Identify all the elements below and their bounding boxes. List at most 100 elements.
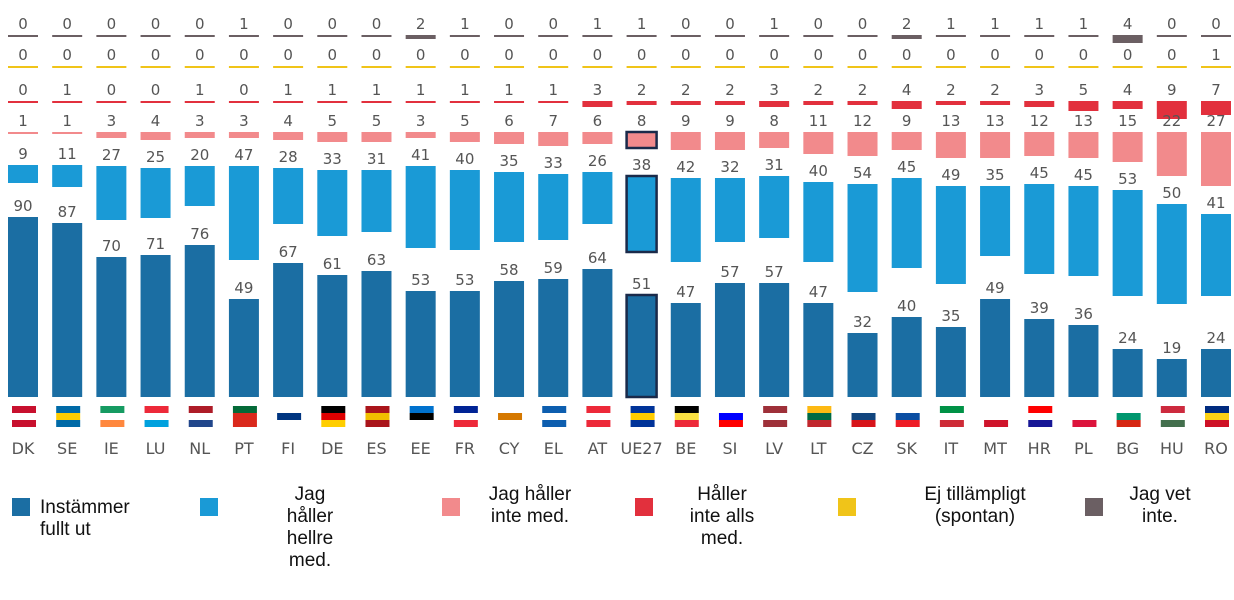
bar-segment	[803, 182, 834, 262]
bar-segment	[1024, 101, 1055, 107]
data-label: 70	[102, 237, 121, 255]
data-label: 2	[681, 81, 691, 99]
data-label: 0	[1123, 46, 1133, 64]
data-label: 50	[1162, 184, 1181, 202]
bar-segment	[582, 172, 613, 224]
flag	[984, 406, 1009, 413]
data-label: 0	[990, 46, 1000, 64]
flag	[56, 413, 81, 420]
bar-segment	[361, 271, 392, 397]
data-label: 40	[455, 150, 474, 168]
bar-segment	[449, 132, 480, 142]
x-tick-label: FI	[281, 439, 295, 458]
bar-segment	[1156, 204, 1187, 304]
flag	[807, 413, 832, 420]
data-label: 0	[18, 15, 28, 33]
data-label: 24	[1206, 329, 1225, 347]
flag	[1160, 420, 1185, 427]
data-label: 0	[195, 15, 205, 33]
bar-segment	[405, 132, 436, 138]
data-label: 25	[146, 148, 165, 166]
bar-segment	[759, 101, 790, 107]
legend-label: Instämmer fullt ut	[40, 497, 130, 540]
x-tick-label: FR	[455, 439, 475, 458]
x-tick-label: LV	[765, 439, 783, 458]
flag	[1028, 420, 1053, 427]
bar-segment	[625, 130, 658, 150]
bar-segment	[494, 101, 525, 103]
flag	[851, 406, 876, 413]
data-label: 13	[941, 112, 960, 130]
flag	[498, 420, 523, 427]
data-label: 0	[239, 46, 249, 64]
data-label: 33	[544, 154, 563, 172]
bar-segment	[184, 132, 215, 138]
data-label: 90	[13, 197, 32, 215]
data-label: 0	[725, 15, 735, 33]
flag	[365, 413, 390, 420]
bar-segment	[582, 66, 613, 68]
data-label: 1	[1079, 15, 1089, 33]
bar-segment	[538, 101, 569, 103]
bar-segment	[52, 101, 83, 103]
bar-segment	[96, 257, 127, 397]
data-label: 45	[1074, 166, 1093, 184]
flag	[100, 413, 125, 420]
bar-segment	[670, 132, 701, 150]
bar-segment	[759, 35, 790, 37]
bar-segment	[273, 35, 304, 37]
bar-segment	[803, 66, 834, 68]
bar-segment	[891, 101, 922, 109]
flag	[453, 420, 478, 427]
data-label: 7	[548, 112, 558, 130]
bar-segment	[670, 66, 701, 68]
data-label: 3	[1034, 81, 1044, 99]
x-tick-label: EE	[411, 439, 431, 458]
bar-segment	[538, 279, 569, 397]
x-tick-label: HU	[1160, 439, 1184, 458]
flag	[586, 420, 611, 427]
flag	[56, 406, 81, 413]
bar-segment	[1201, 35, 1231, 37]
data-label: 2	[814, 81, 824, 99]
flag	[277, 413, 302, 420]
flag	[674, 420, 699, 427]
bar-segment	[52, 35, 83, 37]
flag	[984, 420, 1009, 427]
data-label: 4	[283, 112, 293, 130]
bar-segment	[1068, 132, 1099, 158]
data-label: 0	[1211, 15, 1221, 33]
bar-segment	[317, 132, 348, 142]
bar-segment	[184, 35, 215, 37]
flag	[365, 406, 390, 413]
x-tick-label: CY	[499, 439, 520, 458]
data-label: 20	[190, 146, 209, 164]
data-label: 0	[18, 81, 28, 99]
data-label: 0	[62, 15, 72, 33]
bar-segment	[1112, 190, 1143, 296]
bar-segment	[935, 186, 966, 284]
bar-segment	[449, 35, 480, 37]
data-label: 47	[676, 283, 695, 301]
flag	[674, 413, 699, 420]
flag	[1116, 420, 1141, 427]
bar-segment	[96, 66, 127, 68]
bar-segment	[1201, 132, 1231, 186]
bar-segment	[228, 35, 259, 37]
data-label: 0	[328, 15, 338, 33]
data-label: 0	[62, 46, 72, 64]
bar-segment	[670, 178, 701, 262]
data-label: 0	[814, 46, 824, 64]
x-tick-label: DK	[12, 439, 35, 458]
bar-segment	[1068, 186, 1099, 276]
flag	[144, 420, 169, 427]
flag	[939, 406, 964, 413]
data-label: 61	[323, 255, 342, 273]
bar-segment	[1112, 66, 1143, 68]
bar-segment	[449, 170, 480, 250]
data-label: 0	[548, 15, 558, 33]
flag	[542, 420, 567, 427]
bar-segment	[494, 66, 525, 68]
data-label: 1	[637, 15, 647, 33]
